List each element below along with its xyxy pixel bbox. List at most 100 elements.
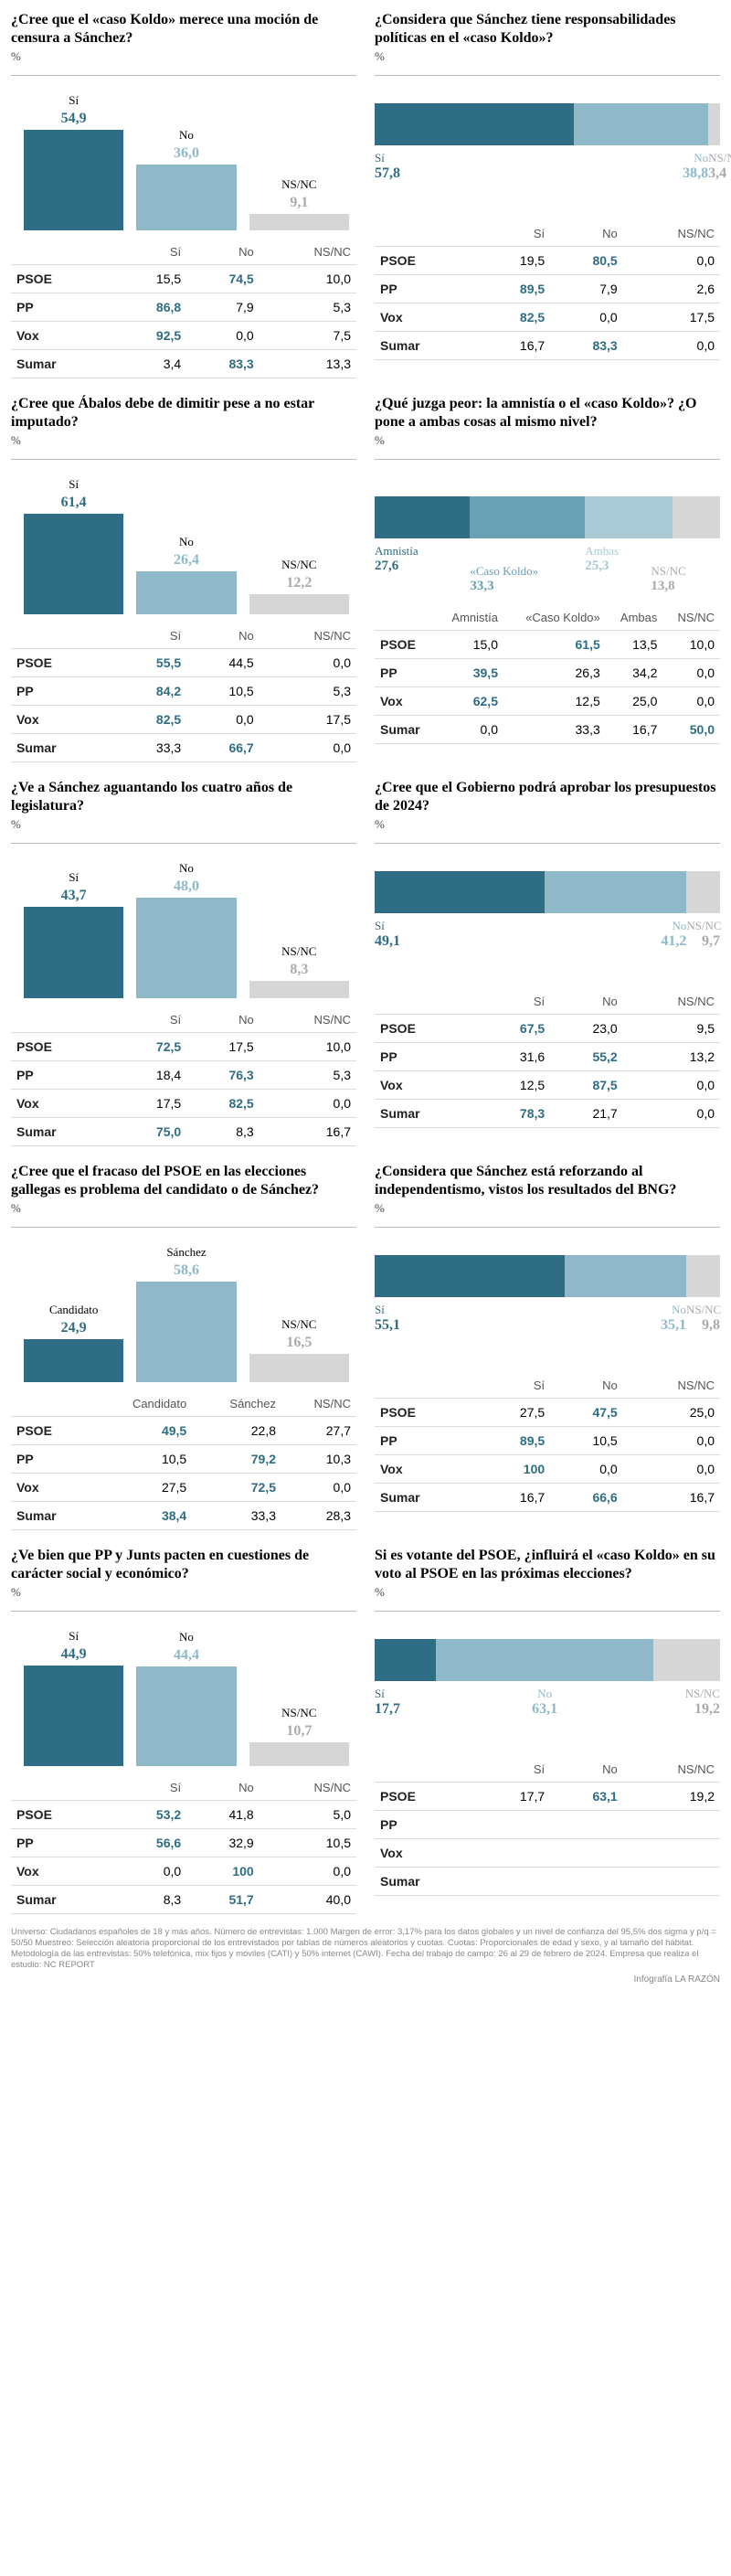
q7-title: ¿Cree que el fracaso del PSOE en las ele… <box>11 1163 356 1199</box>
table-cell: 27,5 <box>478 1399 551 1427</box>
q6-title: ¿Cree que el Gobierno podrá aprobar los … <box>375 779 720 815</box>
bar-label: NS/NC <box>281 1706 316 1720</box>
table-cell: Vox <box>11 1857 114 1886</box>
bar-label: NS/NC <box>281 177 316 192</box>
table-cell: 10,5 <box>90 1445 192 1474</box>
table-cell: 5,3 <box>260 1061 356 1090</box>
table-cell: 7,9 <box>550 275 623 303</box>
table-cell <box>550 1868 623 1896</box>
q4-label-group: «Caso Koldo»33,3 <box>470 564 538 594</box>
table-cell: 67,5 <box>478 1015 551 1043</box>
chart-bar: Sí61,4 <box>24 460 123 614</box>
table-cell: PSOE <box>375 631 435 659</box>
bar-rect <box>136 898 236 998</box>
table-cell: 56,6 <box>114 1829 187 1857</box>
table-cell: 17,5 <box>186 1033 260 1061</box>
table-cell: 100 <box>478 1455 551 1484</box>
table-cell: 78,3 <box>478 1100 551 1128</box>
table-cell: Vox <box>375 1071 478 1100</box>
table-cell: 80,5 <box>550 247 623 275</box>
table-cell: 10,0 <box>662 631 720 659</box>
table-cell: 66,6 <box>550 1484 623 1512</box>
table-cell: 75,0 <box>114 1118 187 1146</box>
q1-chart: Sí54,9No36,0NS/NC9,1 <box>11 75 356 230</box>
q8-table: SíNoNS/NCPSOE27,547,525,0PP89,510,50,0Vo… <box>375 1373 720 1512</box>
table-cell: 0,0 <box>260 734 356 762</box>
table-cell: Sumar <box>375 716 435 744</box>
q9-unit: % <box>11 1585 356 1600</box>
q10-chart: Sí17,7No63,1NS/NC19,2 <box>375 1611 720 1748</box>
chart-bar: No26,4 <box>136 460 236 614</box>
q2-chart: Sí57,8No38,8NS/NC3,4 <box>375 75 720 212</box>
q4-table: Amnistía«Caso Koldo»AmbasNS/NCPSOE15,061… <box>375 605 720 744</box>
bar-label: Candidato <box>49 1303 98 1317</box>
table-cell: 41,8 <box>186 1801 260 1829</box>
bar-rect <box>24 1339 123 1382</box>
bar-value: 54,9 <box>61 111 87 127</box>
table-cell: 55,5 <box>114 649 187 677</box>
q4-chart: Amnistía27,6«Caso Koldo»33,3Ambas25,3NS/… <box>375 459 720 596</box>
bar-label: NS/NC <box>281 558 316 572</box>
hbar-label: Sí <box>375 919 545 933</box>
table-row: Sumar <box>375 1868 720 1896</box>
table-header: NS/NC <box>260 1007 356 1033</box>
table-cell: 27,7 <box>281 1417 356 1445</box>
q4-label: «Caso Koldo» <box>470 564 538 579</box>
q4-label-group: Amnistía27,6 <box>375 544 418 574</box>
table-row: Vox1000,00,0 <box>375 1455 720 1484</box>
table-row: Sumar33,366,70,0 <box>11 734 356 762</box>
table-cell: 18,4 <box>114 1061 187 1090</box>
bar-label: NS/NC <box>281 1317 316 1332</box>
table-cell: PSOE <box>11 265 114 293</box>
table-cell: 0,0 <box>281 1474 356 1502</box>
hbar-segment <box>673 496 720 538</box>
hbar-segment <box>574 103 708 145</box>
table-header: Sí <box>478 1373 551 1399</box>
bar-rect <box>249 214 349 230</box>
table-cell: 27,5 <box>90 1474 192 1502</box>
q5-table: SíNoNS/NCPSOE72,517,510,0PP18,476,35,3Vo… <box>11 1007 356 1146</box>
hbar-label-group: No35,1 <box>565 1303 686 1334</box>
table-header: NS/NC <box>623 221 720 247</box>
hbar-label-group: No41,2 <box>545 919 687 950</box>
table-cell: 0,0 <box>662 687 720 716</box>
table-header: No <box>550 1757 623 1783</box>
q6-table: SíNoNS/NCPSOE67,523,09,5PP31,655,213,2Vo… <box>375 989 720 1128</box>
panel-q5: ¿Ve a Sánchez aguantando los cuatro años… <box>11 779 356 1146</box>
table-cell: 83,3 <box>550 332 623 360</box>
bar-rect <box>136 165 236 230</box>
hbar-value: 3,4 <box>708 165 720 182</box>
hbar-label-group: NS/NC9,8 <box>686 1303 720 1334</box>
q4-value: 27,6 <box>375 559 418 574</box>
table-header: Sí <box>114 623 187 649</box>
chart-bar: No36,0 <box>136 76 236 230</box>
hbar-value: 55,1 <box>375 1317 565 1334</box>
table-cell: 12,5 <box>478 1071 551 1100</box>
panel-q4: ¿Qué juzga peor: la amnistía o el «caso … <box>375 395 720 762</box>
table-row: PSOE55,544,50,0 <box>11 649 356 677</box>
table-cell <box>478 1839 551 1868</box>
table-header <box>11 1775 114 1801</box>
table-row: Sumar78,321,70,0 <box>375 1100 720 1128</box>
table-row: Sumar16,783,30,0 <box>375 332 720 360</box>
table-cell: 0,0 <box>260 1090 356 1118</box>
table-header: NS/NC <box>623 989 720 1015</box>
table-cell <box>623 1811 720 1839</box>
table-header <box>375 605 435 631</box>
table-cell: PP <box>11 293 114 322</box>
chart-bar: NS/NC16,5 <box>249 1228 349 1382</box>
chart-bar: Sánchez58,6 <box>136 1228 236 1382</box>
methodology-footer: Universo: Ciudadanos españoles de 18 y m… <box>11 1927 720 1971</box>
table-cell: 66,7 <box>186 734 260 762</box>
table-header <box>11 1007 114 1033</box>
table-cell: 55,2 <box>550 1043 623 1071</box>
table-cell: 28,3 <box>281 1502 356 1530</box>
table-cell: 12,5 <box>503 687 606 716</box>
hbar-value: 57,8 <box>375 165 574 182</box>
table-cell: 74,5 <box>186 265 260 293</box>
panel-q1: ¿Cree que el «caso Koldo» merece una moc… <box>11 11 356 378</box>
bar-label: Sí <box>69 1629 79 1644</box>
table-cell: 17,5 <box>623 303 720 332</box>
bar-label: Sí <box>69 477 79 492</box>
chart-bar: No48,0 <box>136 844 236 998</box>
